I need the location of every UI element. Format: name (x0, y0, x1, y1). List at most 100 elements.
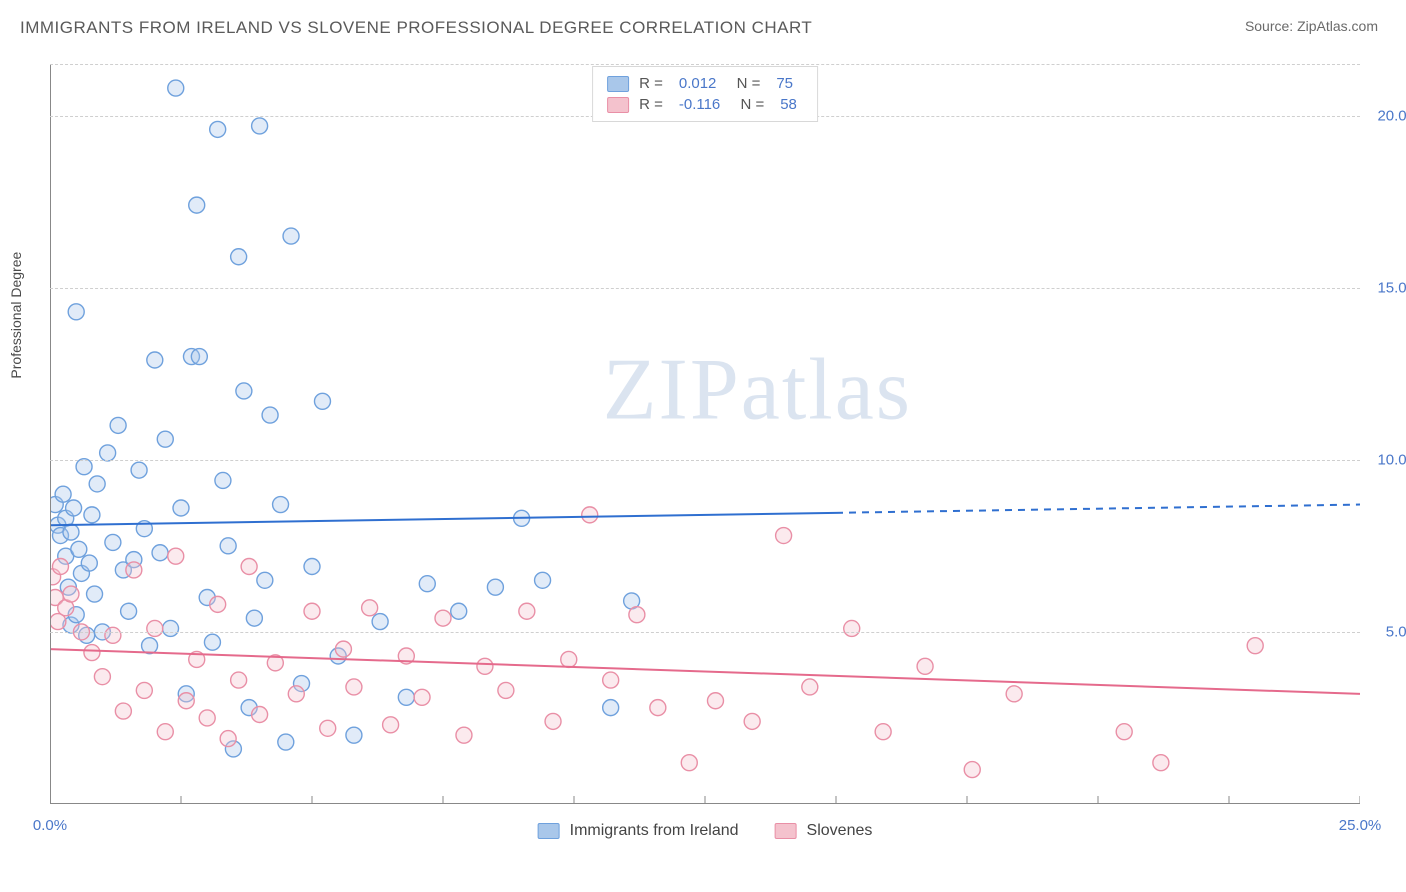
data-point (100, 445, 116, 461)
data-point (707, 693, 723, 709)
data-point (964, 762, 980, 778)
data-point (110, 417, 126, 433)
data-point (55, 486, 71, 502)
data-point (147, 352, 163, 368)
data-point (84, 645, 100, 661)
data-point (173, 500, 189, 516)
data-point (314, 393, 330, 409)
data-point (304, 559, 320, 575)
y-tick-label: 10.0% (1377, 451, 1406, 468)
n-value: 75 (776, 75, 793, 92)
data-point (236, 383, 252, 399)
data-point (157, 724, 173, 740)
y-tick-label: 5.0% (1386, 623, 1406, 640)
data-point (498, 682, 514, 698)
scatter-plot (50, 64, 1360, 804)
data-point (545, 713, 561, 729)
data-point (288, 686, 304, 702)
r-label: R = (639, 75, 663, 92)
data-point (142, 638, 158, 654)
legend-swatch (775, 823, 797, 839)
data-point (68, 304, 84, 320)
gridline (50, 288, 1360, 289)
data-point (372, 614, 388, 630)
data-point (1006, 686, 1022, 702)
data-point (147, 620, 163, 636)
y-tick-label: 20.0% (1377, 107, 1406, 124)
data-point (215, 472, 231, 488)
data-point (71, 541, 87, 557)
data-point (278, 734, 294, 750)
data-point (66, 500, 82, 516)
data-point (346, 727, 362, 743)
legend-label: Slovenes (807, 822, 873, 840)
data-point (231, 672, 247, 688)
x-axis-line (50, 803, 1360, 804)
data-point (89, 476, 105, 492)
data-point (262, 407, 278, 423)
data-point (335, 641, 351, 657)
data-point (63, 586, 79, 602)
n-label: N = (736, 96, 764, 113)
n-label: N = (732, 75, 760, 92)
data-point (414, 689, 430, 705)
data-point (362, 600, 378, 616)
data-point (168, 548, 184, 564)
data-point (157, 431, 173, 447)
data-point (241, 559, 257, 575)
r-value: 0.012 (679, 75, 717, 92)
data-point (802, 679, 818, 695)
legend-row: R =-0.116 N =58 (607, 94, 803, 115)
data-point (52, 559, 68, 575)
data-point (189, 197, 205, 213)
data-point (744, 713, 760, 729)
data-point (121, 603, 137, 619)
data-point (178, 693, 194, 709)
trend-line (50, 649, 1360, 694)
data-point (257, 572, 273, 588)
data-point (191, 349, 207, 365)
data-point (105, 534, 121, 550)
data-point (650, 700, 666, 716)
gridline (50, 632, 1360, 633)
r-value: -0.116 (679, 96, 720, 113)
data-point (199, 710, 215, 726)
data-point (844, 620, 860, 636)
data-point (875, 724, 891, 740)
legend-label: Immigrants from Ireland (570, 822, 739, 840)
gridline (50, 64, 1360, 65)
data-point (115, 703, 131, 719)
data-point (535, 572, 551, 588)
legend-swatch (607, 97, 629, 113)
data-point (163, 620, 179, 636)
data-point (210, 596, 226, 612)
data-point (131, 462, 147, 478)
data-point (84, 507, 100, 523)
y-tick-label: 15.0% (1377, 279, 1406, 296)
data-point (63, 524, 79, 540)
data-point (231, 249, 247, 265)
data-point (126, 562, 142, 578)
data-point (917, 658, 933, 674)
data-point (603, 700, 619, 716)
data-point (94, 669, 110, 685)
data-point (81, 555, 97, 571)
series-legend: Immigrants from Ireland Slovenes (538, 822, 873, 840)
legend-row: R = 0.012 N = 75 (607, 73, 803, 94)
data-point (419, 576, 435, 592)
x-tick-label: 0.0% (33, 817, 67, 834)
data-point (477, 658, 493, 674)
data-point (776, 528, 792, 544)
data-point (320, 720, 336, 736)
data-point (304, 603, 320, 619)
data-point (383, 717, 399, 733)
chart-area: Professional Degree ZIPatlas R =0.012 N … (50, 64, 1360, 804)
y-axis-label: Professional Degree (8, 252, 24, 379)
y-axis-line (50, 64, 51, 804)
source-label: Source: ZipAtlas.com (1245, 18, 1378, 34)
data-point (1153, 755, 1169, 771)
data-point (283, 228, 299, 244)
chart-title: IMMIGRANTS FROM IRELAND VS SLOVENE PROFE… (20, 18, 812, 38)
data-point (87, 586, 103, 602)
data-point (168, 80, 184, 96)
